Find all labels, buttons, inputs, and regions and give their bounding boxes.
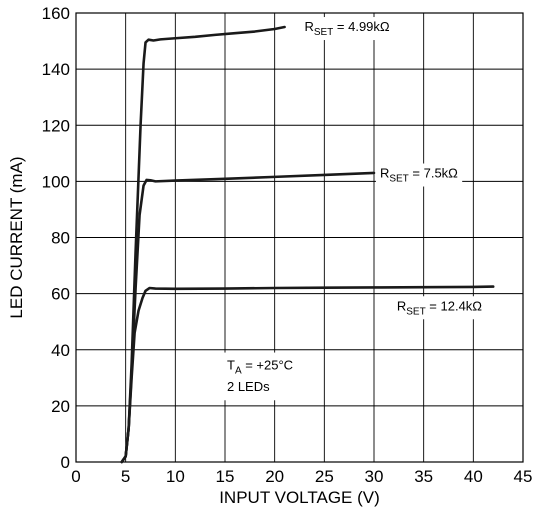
y-tick-label: 0	[61, 453, 70, 472]
y-tick-label: 40	[51, 341, 70, 360]
x-tick-label: 20	[265, 467, 284, 486]
annotation-temp-value: = +25°C	[242, 357, 293, 372]
tick-labels: 0 5 10 15 20 25 30 35 40 45 0 20 40 60 80 100 120 140 160	[42, 4, 533, 486]
annotation-temp-subscript: A	[235, 365, 242, 376]
y-tick-label: 120	[42, 116, 70, 135]
series-label-value: = 12.4kΩ	[426, 298, 483, 313]
series-label-subscript: SET	[389, 174, 408, 185]
series-lines	[120, 25, 495, 464]
plot-frame	[75, 12, 524, 463]
annotation-temp-symbol: T	[227, 357, 235, 372]
x-tick-label: 40	[464, 467, 483, 486]
series-label-background	[300, 17, 394, 41]
series-label-2: RSET = 7.5kΩ	[380, 166, 458, 185]
y-tick-label: 60	[51, 285, 70, 304]
x-axis-title: INPUT VOLTAGE (V)	[219, 488, 380, 507]
y-tick-label: 160	[42, 4, 70, 23]
series-label-symbol: R	[380, 166, 389, 181]
y-tick-label: 100	[42, 172, 70, 191]
y-tick-label: 20	[51, 397, 70, 416]
series-line-3	[120, 285, 495, 464]
x-tick-label: 5	[121, 467, 130, 486]
annotation-led-count: 2 LEDs	[227, 379, 270, 394]
y-tick-label: 140	[42, 60, 70, 79]
x-tick-label: 15	[216, 467, 235, 486]
series-label-3: RSET = 12.4kΩ	[397, 298, 482, 317]
series-label-value: = 7.5kΩ	[409, 166, 458, 181]
y-tick-label: 80	[51, 229, 70, 248]
series-label-subscript: SET	[314, 27, 333, 38]
x-tick-label: 45	[514, 467, 533, 486]
x-tick-label: 10	[166, 467, 185, 486]
series-label-1: RSET = 4.99kΩ	[304, 19, 389, 38]
annotation-background	[215, 352, 315, 401]
series-line-2	[120, 171, 376, 464]
series-label-value: = 4.99kΩ	[333, 19, 390, 34]
series-label-background	[375, 163, 463, 187]
x-tick-label: 35	[414, 467, 433, 486]
series-label-background	[392, 296, 487, 320]
series-label-subscript: SET	[406, 306, 425, 317]
x-tick-label: 30	[365, 467, 384, 486]
x-tick-label: 0	[71, 467, 80, 486]
series-label-symbol: R	[397, 298, 406, 313]
x-tick-label: 25	[315, 467, 334, 486]
y-axis-title: LED CURRENT (mA)	[7, 156, 26, 318]
annotation-temperature: TA = +25°C	[227, 357, 293, 376]
series-label-symbol: R	[304, 19, 313, 34]
conditions-annotation: TA = +25°C 2 LEDs	[215, 352, 315, 401]
